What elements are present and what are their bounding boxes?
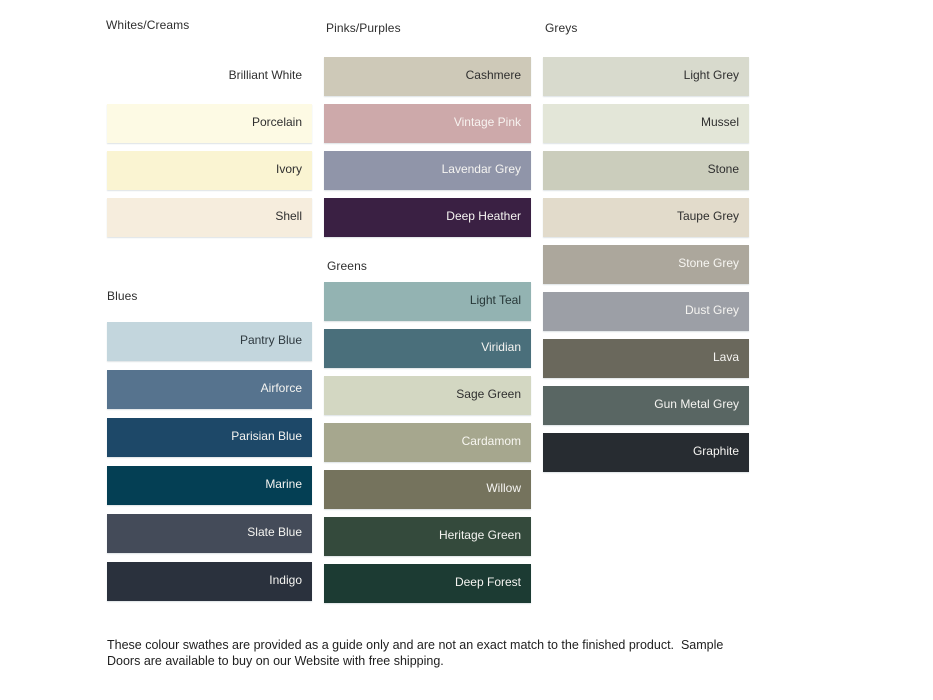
swatch-label: Deep Heather (446, 209, 521, 223)
group-greys: Greys Light Grey Mussel Stone Taupe Grey Sto… (543, 21, 749, 480)
swatch-stone-grey: Stone Grey (543, 245, 749, 284)
swatch-label: Pantry Blue (239, 333, 302, 347)
swatch-lava: Lava (543, 339, 749, 378)
swatch-sage-green: Sage Green (324, 376, 531, 415)
swatch-graphite: Graphite (543, 433, 749, 472)
swatch-marine: Marine (107, 466, 312, 505)
swatch-label: Marine (265, 477, 302, 491)
swatch-porcelain: Porcelain (107, 104, 312, 143)
swatch-label: Willow (486, 481, 521, 495)
swatch-shell: Shell (107, 198, 312, 237)
swatch-label: Airforce (260, 381, 302, 395)
swatch-label: Taupe Grey (676, 209, 739, 223)
swatch-label: Deep Forest (454, 575, 521, 589)
swatch-stack: Cashmere Vintage Pink Lavendar Grey Deep He… (324, 57, 531, 237)
swatch-cashmere: Cashmere (324, 57, 531, 96)
swatch-label: Sage Green (456, 387, 521, 401)
swatch-label: Heritage Green (438, 528, 521, 542)
disclaimer-line-2: Doors are available to buy on our Websit… (107, 653, 444, 668)
swatch-heritage-green: Heritage Green (324, 517, 531, 556)
swatch-label: Cashmere (465, 68, 521, 82)
swatch-light-grey: Light Grey (543, 57, 749, 96)
swatch-label: Ivory (275, 162, 302, 176)
swatch-label: Vintage Pink (453, 115, 521, 129)
group-blues: Blues Pantry Blue Airforce Parisian Blue Ma… (107, 289, 312, 610)
swatch-brilliant-white: Brilliant White (107, 57, 312, 96)
swatch-pantry-blue: Pantry Blue (107, 322, 312, 361)
swatch-ivory: Ivory (107, 151, 312, 190)
swatch-label: Lavendar Grey (441, 162, 521, 176)
swatch-dust-grey: Dust Grey (543, 292, 749, 331)
group-title: Whites/Creams (106, 18, 190, 32)
swatch-label: Porcelain (251, 115, 302, 129)
swatch-label: Gun Metal Grey (654, 397, 739, 411)
group-greens: Greens Light Teal Viridian Sage Green Carda… (324, 259, 531, 611)
swatch-vintage-pink: Vintage Pink (324, 104, 531, 143)
swatch-label: Stone Grey (678, 256, 739, 270)
swatch-label: Shell (275, 209, 302, 223)
swatch-mussel: Mussel (543, 104, 749, 143)
group-whites-creams: Whites/Creams Brilliant White Porcelain Iv… (106, 18, 312, 245)
swatch-label: Lava (712, 350, 739, 364)
swatch-lavendar-grey: Lavendar Grey (324, 151, 531, 190)
swatch-taupe-grey: Taupe Grey (543, 198, 749, 237)
swatch-stack: Light Grey Mussel Stone Taupe Grey Stone Gre… (543, 57, 749, 472)
group-pinks-purples: Pinks/Purples Cashmere Vintage Pink Lavend… (324, 21, 531, 245)
swatch-label: Brilliant White (228, 68, 302, 82)
swatch-stack: Light Teal Viridian Sage Green Cardamom Will… (324, 282, 531, 603)
disclaimer-line-1: These colour swathes are provided as a g… (107, 638, 724, 652)
group-title: Pinks/Purples (326, 21, 401, 35)
swatch-label: Indigo (269, 573, 302, 587)
swatch-label: Cardamom (461, 434, 521, 448)
swatch-indigo: Indigo (107, 562, 312, 601)
swatch-label: Slate Blue (247, 525, 302, 539)
swatch-gun-metal-grey: Gun Metal Grey (543, 386, 749, 425)
swatch-airforce: Airforce (107, 370, 312, 409)
swatch-label: Dust Grey (684, 303, 739, 317)
group-title: Greens (327, 259, 367, 273)
swatch-cardamom: Cardamom (324, 423, 531, 462)
swatch-label: Stone (707, 162, 739, 176)
swatch-label: Parisian Blue (231, 429, 302, 443)
swatch-deep-forest: Deep Forest (324, 564, 531, 603)
swatch-stack: Pantry Blue Airforce Parisian Blue Marine Sl… (107, 322, 312, 601)
swatch-label: Graphite (692, 444, 739, 458)
group-title: Greys (545, 21, 578, 35)
swatch-deep-heather: Deep Heather (324, 198, 531, 237)
group-title: Blues (107, 289, 138, 303)
swatch-willow: Willow (324, 470, 531, 509)
swatch-label: Mussel (700, 115, 739, 129)
swatch-label: Light Grey (683, 68, 739, 82)
swatch-viridian: Viridian (324, 329, 531, 368)
swatch-light-teal: Light Teal (324, 282, 531, 321)
swatch-label: Light Teal (469, 293, 521, 307)
swatch-stack: Brilliant White Porcelain Ivory Shell (107, 57, 312, 237)
swatch-stone: Stone (543, 151, 749, 190)
swatch-parisian-blue: Parisian Blue (107, 418, 312, 457)
swatch-slate-blue: Slate Blue (107, 514, 312, 553)
disclaimer-text: These colour swathes are provided as a g… (107, 638, 787, 669)
swatch-label: Viridian (481, 340, 521, 354)
